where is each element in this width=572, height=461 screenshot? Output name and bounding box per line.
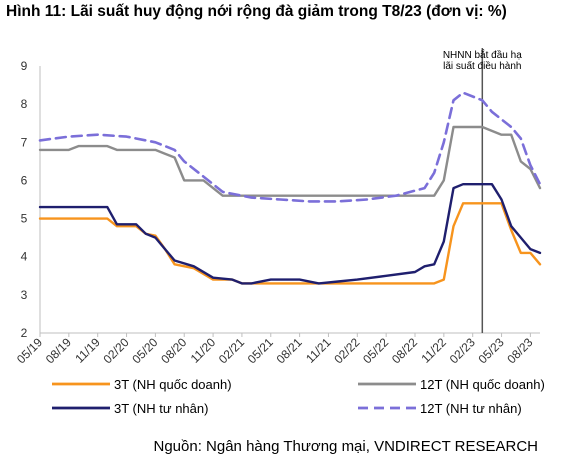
y-tick-label: 4 (21, 250, 28, 264)
axis-layer: 2345678905/1908/1911/1902/2005/2008/2011… (14, 59, 540, 366)
legend-label-3: 3T (NH tư nhân) (114, 401, 208, 416)
series-layer (38, 91, 542, 285)
x-tick-label: 02/20 (101, 335, 132, 366)
legend: 3T (NH quốc doanh) 12T (NH quốc doanh) 3T … (52, 377, 545, 416)
x-tick-label: 02/23 (447, 335, 478, 366)
x-tick-label: 08/20 (158, 335, 189, 366)
source-note: Nguồn: Ngân hàng Thương mại, VNDIRECT RE… (153, 438, 539, 455)
x-tick-label: 11/21 (303, 335, 334, 366)
y-tick-label: 2 (21, 326, 28, 340)
x-tick-label: 02/21 (216, 335, 247, 366)
y-tick-label: 8 (21, 97, 28, 111)
legend-label-2: 12T (NH quốc doanh) (420, 377, 545, 392)
legend-label-1: 3T (NH quốc doanh) (114, 377, 232, 392)
legend-label-4: 12T (NH tư nhân) (420, 401, 522, 416)
y-tick-label: 3 (21, 288, 28, 302)
y-tick-label: 6 (21, 173, 28, 187)
chart-title: Hình 11: Lãi suất huy động nới rộng đà g… (6, 3, 507, 20)
x-tick-label: 11/20 (188, 335, 219, 366)
x-tick-label: 08/19 (43, 335, 74, 366)
x-tick-label: 05/23 (476, 335, 507, 366)
annotation-label: NHNN bắt đầu hạ (443, 48, 522, 61)
x-tick-label: 05/19 (14, 335, 45, 366)
y-tick-label: 7 (21, 135, 28, 149)
annotation-label: lãi suất điều hành (443, 60, 521, 72)
x-tick-label: 05/22 (360, 335, 391, 366)
x-tick-label: 11/19 (72, 335, 103, 366)
y-tick-label: 5 (21, 212, 28, 226)
series-line-3 (38, 182, 542, 285)
x-tick-label: 05/21 (245, 335, 276, 366)
x-tick-label: 02/22 (331, 335, 362, 366)
x-tick-label: 08/21 (274, 335, 305, 366)
x-tick-label: 11/22 (418, 335, 449, 366)
x-tick-label: 08/22 (389, 335, 420, 366)
series-line-1 (38, 202, 542, 285)
y-tick-label: 9 (21, 59, 28, 73)
series-line-2 (38, 125, 542, 197)
series-line-4 (38, 91, 542, 203)
x-tick-label: 08/23 (504, 335, 535, 366)
x-tick-label: 05/20 (129, 335, 160, 366)
